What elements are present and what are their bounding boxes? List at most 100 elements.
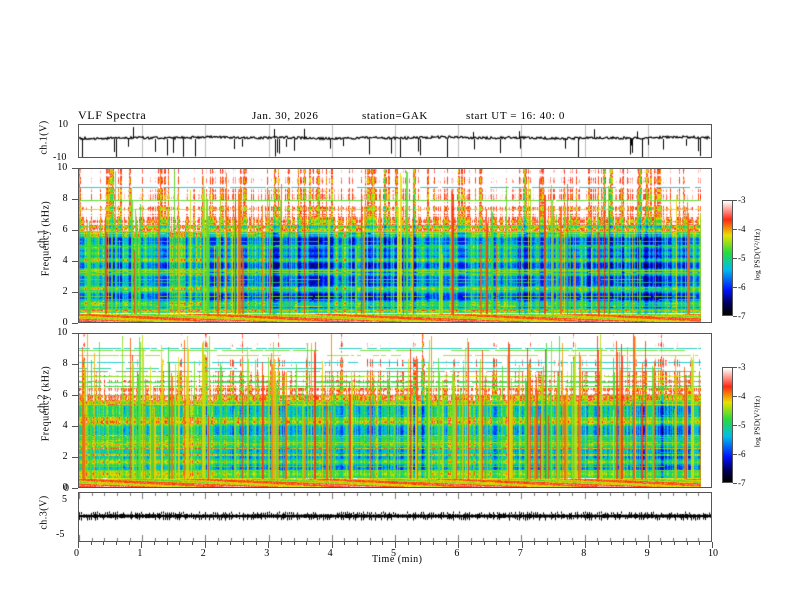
- panel-ch3-timeseries: [78, 492, 712, 542]
- ch3-ytick-bottom: -5: [56, 529, 65, 540]
- colorbar-tick-label: -3: [738, 362, 746, 372]
- ch1-voltage-axis-label: ch.1(V): [38, 120, 50, 155]
- colorbar-ch1: [722, 200, 733, 316]
- x-minor-tick: [154, 542, 156, 545]
- x-tick: [585, 542, 587, 548]
- figure-title: VLF Spectra: [78, 108, 147, 122]
- x-tick: [78, 542, 79, 548]
- x-minor-tick: [471, 542, 473, 545]
- x-minor-tick: [610, 542, 612, 545]
- x-tick-label: 6: [454, 548, 460, 559]
- y-tick: [72, 230, 78, 231]
- x-minor-tick: [509, 542, 511, 545]
- x-minor-tick: [217, 542, 219, 545]
- x-minor-tick: [306, 542, 308, 545]
- x-tick: [521, 542, 523, 548]
- y-tick: [72, 168, 78, 169]
- ch2-spectrogram-canvas: [79, 334, 701, 487]
- y-tick-label: 6: [62, 224, 68, 235]
- y-tick-label: 4: [62, 420, 68, 431]
- x-tick-label: 3: [264, 548, 270, 559]
- y-tick: [72, 426, 78, 427]
- ch1-ytick-bottom: -10: [53, 152, 67, 163]
- y-tick: [72, 395, 78, 396]
- colorbar-tick: [733, 396, 737, 397]
- x-minor-tick: [255, 542, 257, 545]
- colorbar-tick-label: -5: [738, 420, 746, 430]
- x-minor-tick: [116, 542, 118, 545]
- x-tick: [204, 542, 206, 548]
- x-minor-tick: [128, 542, 130, 545]
- ch1-spec-axis-label-freq: Frequency (kHz): [40, 200, 52, 277]
- y-tick-label: 10: [57, 162, 68, 173]
- x-tick-label: 1: [137, 548, 143, 559]
- panel-ch2-spectrogram: [78, 333, 712, 488]
- x-tick: [712, 542, 713, 548]
- x-minor-tick: [103, 542, 105, 545]
- colorbar-tick-label: -7: [738, 478, 746, 488]
- colorbar-tick: [733, 229, 737, 230]
- y-tick-label: 2: [62, 451, 68, 462]
- x-tick-label: 2: [200, 548, 206, 559]
- x-minor-tick: [166, 542, 168, 545]
- x-minor-tick: [356, 542, 358, 545]
- colorbar-tick-label: -6: [738, 449, 746, 459]
- x-minor-tick: [242, 542, 244, 545]
- colorbar-tick-label: -4: [738, 391, 746, 401]
- x-tick-label: 9: [644, 548, 650, 559]
- x-minor-tick: [661, 542, 663, 545]
- y-tick-label: 0: [62, 317, 68, 328]
- colorbar-tick: [733, 287, 737, 288]
- y-tick-label: 4: [62, 255, 68, 266]
- x-minor-tick: [179, 542, 181, 545]
- x-minor-tick: [433, 542, 435, 545]
- x-tick: [648, 542, 650, 548]
- x-minor-tick: [445, 542, 447, 545]
- x-tick-label: 8: [581, 548, 587, 559]
- ch2-spec-axis-label-freq: Frequency (kHz): [40, 365, 52, 442]
- x-tick-label: 5: [391, 548, 396, 559]
- panel-ch1-timeseries: [78, 124, 712, 158]
- x-minor-tick: [280, 542, 282, 545]
- colorbar-tick-label: -5: [738, 253, 746, 263]
- ch2-ytick-zero-lower: 0: [64, 483, 69, 494]
- y-tick: [72, 199, 78, 200]
- colorbar-ch2-gradient: [723, 368, 732, 482]
- colorbar-tick: [733, 425, 737, 426]
- colorbar-tick: [733, 367, 737, 368]
- y-tick-label: 6: [62, 389, 68, 400]
- colorbar-tick-label: -4: [738, 224, 746, 234]
- colorbar-tick: [733, 258, 737, 259]
- x-minor-tick: [673, 542, 675, 545]
- x-minor-tick: [382, 542, 384, 545]
- y-tick: [72, 333, 78, 334]
- y-tick: [72, 323, 78, 324]
- x-minor-tick: [483, 542, 485, 545]
- x-tick-label: 7: [517, 548, 523, 559]
- ch1-waveform-canvas: [79, 125, 711, 157]
- y-tick: [72, 292, 78, 293]
- y-tick-label: 2: [62, 286, 68, 297]
- x-minor-tick: [192, 542, 194, 545]
- ch3-waveform-canvas: [79, 493, 711, 541]
- x-minor-tick: [559, 542, 561, 545]
- x-minor-tick: [635, 542, 637, 545]
- x-minor-tick: [293, 542, 295, 545]
- y-tick-label: 0: [62, 482, 68, 493]
- colorbar-tick-label: -3: [738, 195, 746, 205]
- x-minor-tick: [407, 542, 409, 545]
- x-tick: [458, 542, 460, 548]
- x-tick: [141, 542, 143, 548]
- y-tick: [72, 488, 78, 489]
- colorbar-tick: [733, 316, 737, 317]
- colorbar-tick: [733, 483, 737, 484]
- y-tick-label: 8: [62, 358, 68, 369]
- x-minor-tick: [369, 542, 371, 545]
- colorbar-tick: [733, 200, 737, 201]
- x-minor-tick: [420, 542, 422, 545]
- colorbar-ch2: [722, 367, 733, 483]
- x-tick-label: 0: [74, 548, 79, 559]
- figure-date: Jan. 30, 2026: [252, 110, 319, 122]
- x-minor-tick: [547, 542, 549, 545]
